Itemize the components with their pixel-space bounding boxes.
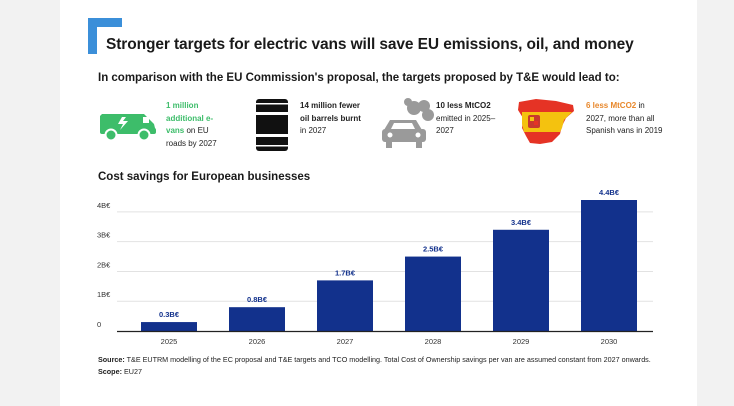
page-title: Stronger targets for electric vans will …: [106, 36, 634, 53]
y-tick-label: 1B€: [97, 290, 111, 299]
x-tick-label: 2026: [249, 337, 266, 346]
x-tick-label: 2029: [513, 337, 530, 346]
stat-co2: 10 less MtCO2 emitted in 2025–2027: [436, 100, 498, 138]
stat-spain: 6 less MtCO2 in 2027, more than all Span…: [586, 100, 666, 138]
source-label: Source:: [98, 355, 125, 364]
bar: [317, 280, 373, 331]
y-tick-label: 3B€: [97, 231, 111, 240]
electric-van-icon: [100, 114, 156, 142]
bar-value-label: 3.4B€: [511, 218, 532, 227]
stat-spain-rest: in 2027, more than all Spanish vans in 2…: [586, 101, 663, 135]
page-subtitle: In comparison with the EU Commission's p…: [98, 72, 620, 84]
bar-value-label: 0.3B€: [159, 310, 180, 319]
stat-oil: 14 million fewer oil barrels burnt in 20…: [300, 100, 364, 138]
bar: [581, 200, 637, 331]
bar-value-label: 0.8B€: [247, 295, 268, 304]
bar: [141, 322, 197, 331]
stat-evans-highlight: 1 million additional e-vans: [166, 101, 214, 135]
stat-evans: 1 million additional e-vans on EU roads …: [166, 100, 226, 150]
bar-value-label: 1.7B€: [335, 268, 356, 277]
y-tick-label: 4B€: [97, 201, 111, 210]
x-tick-label: 2027: [337, 337, 354, 346]
stat-evans-rest: on EU roads by 2027: [166, 126, 217, 148]
stat-spain-highlight: 6 less MtCO2: [586, 101, 637, 110]
source-text: T&E EUTRM modelling of the EC proposal a…: [124, 355, 651, 364]
stat-oil-highlight: 14 million fewer oil barrels burnt: [300, 101, 361, 123]
y-tick-label: 0: [97, 320, 101, 329]
bar-value-label: 4.4B€: [599, 188, 620, 197]
source-note: Source: T&E EUTRM modelling of the EC pr…: [98, 354, 658, 377]
spain-map-flag-icon: [518, 99, 574, 144]
x-tick-label: 2030: [601, 337, 618, 346]
chart-title: Cost savings for European businesses: [98, 171, 311, 183]
x-tick-label: 2028: [425, 337, 442, 346]
bar: [493, 229, 549, 331]
bar-value-label: 2.5B€: [423, 245, 444, 254]
stat-oil-rest: in 2027: [300, 126, 327, 135]
oil-barrel-icon: [254, 99, 290, 151]
polluting-car-icon: [382, 98, 434, 148]
y-tick-label: 2B€: [97, 260, 111, 269]
bar: [405, 256, 461, 331]
bar: [229, 307, 285, 331]
te-logo-mark-icon: [88, 18, 122, 54]
scope-text: EU27: [121, 366, 142, 376]
stat-co2-highlight: 10 less MtCO2: [436, 101, 491, 110]
scope-label: Scope:: [98, 366, 122, 376]
stat-co2-rest: emitted in 2025–2027: [436, 113, 496, 136]
x-tick-label: 2025: [161, 337, 178, 346]
